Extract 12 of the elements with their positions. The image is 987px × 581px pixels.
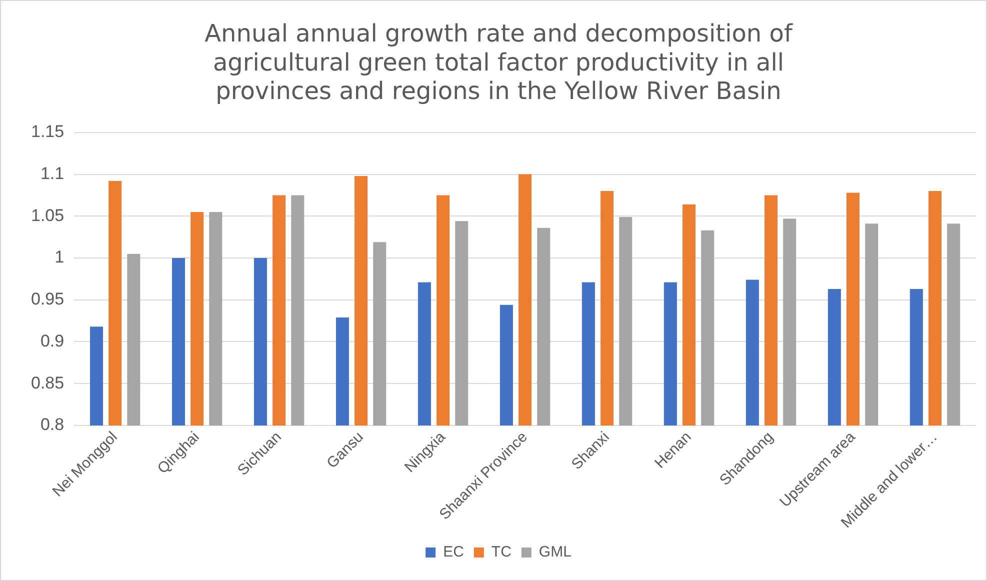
- y-tick-label: 1: [54, 248, 64, 267]
- y-tick-label: 0.95: [30, 290, 64, 309]
- y-tick-label: 0.9: [40, 331, 64, 350]
- chart-title: Annual annual growth rate and decomposition of agricultural green total factor productivity in all provinces and regions in the Yellow River Basin: [204, 20, 793, 106]
- legend-label: EC: [443, 544, 464, 561]
- y-tick-label: 0.85: [30, 373, 64, 392]
- legend-label: TC: [491, 544, 512, 561]
- y-tick-label: 0.8: [40, 415, 64, 434]
- y-tick-label: 1.1: [40, 164, 64, 183]
- legend-label: GML: [538, 544, 572, 561]
- y-tick-label: 1.15: [30, 122, 64, 142]
- y-tick-label: 1.05: [30, 206, 64, 225]
